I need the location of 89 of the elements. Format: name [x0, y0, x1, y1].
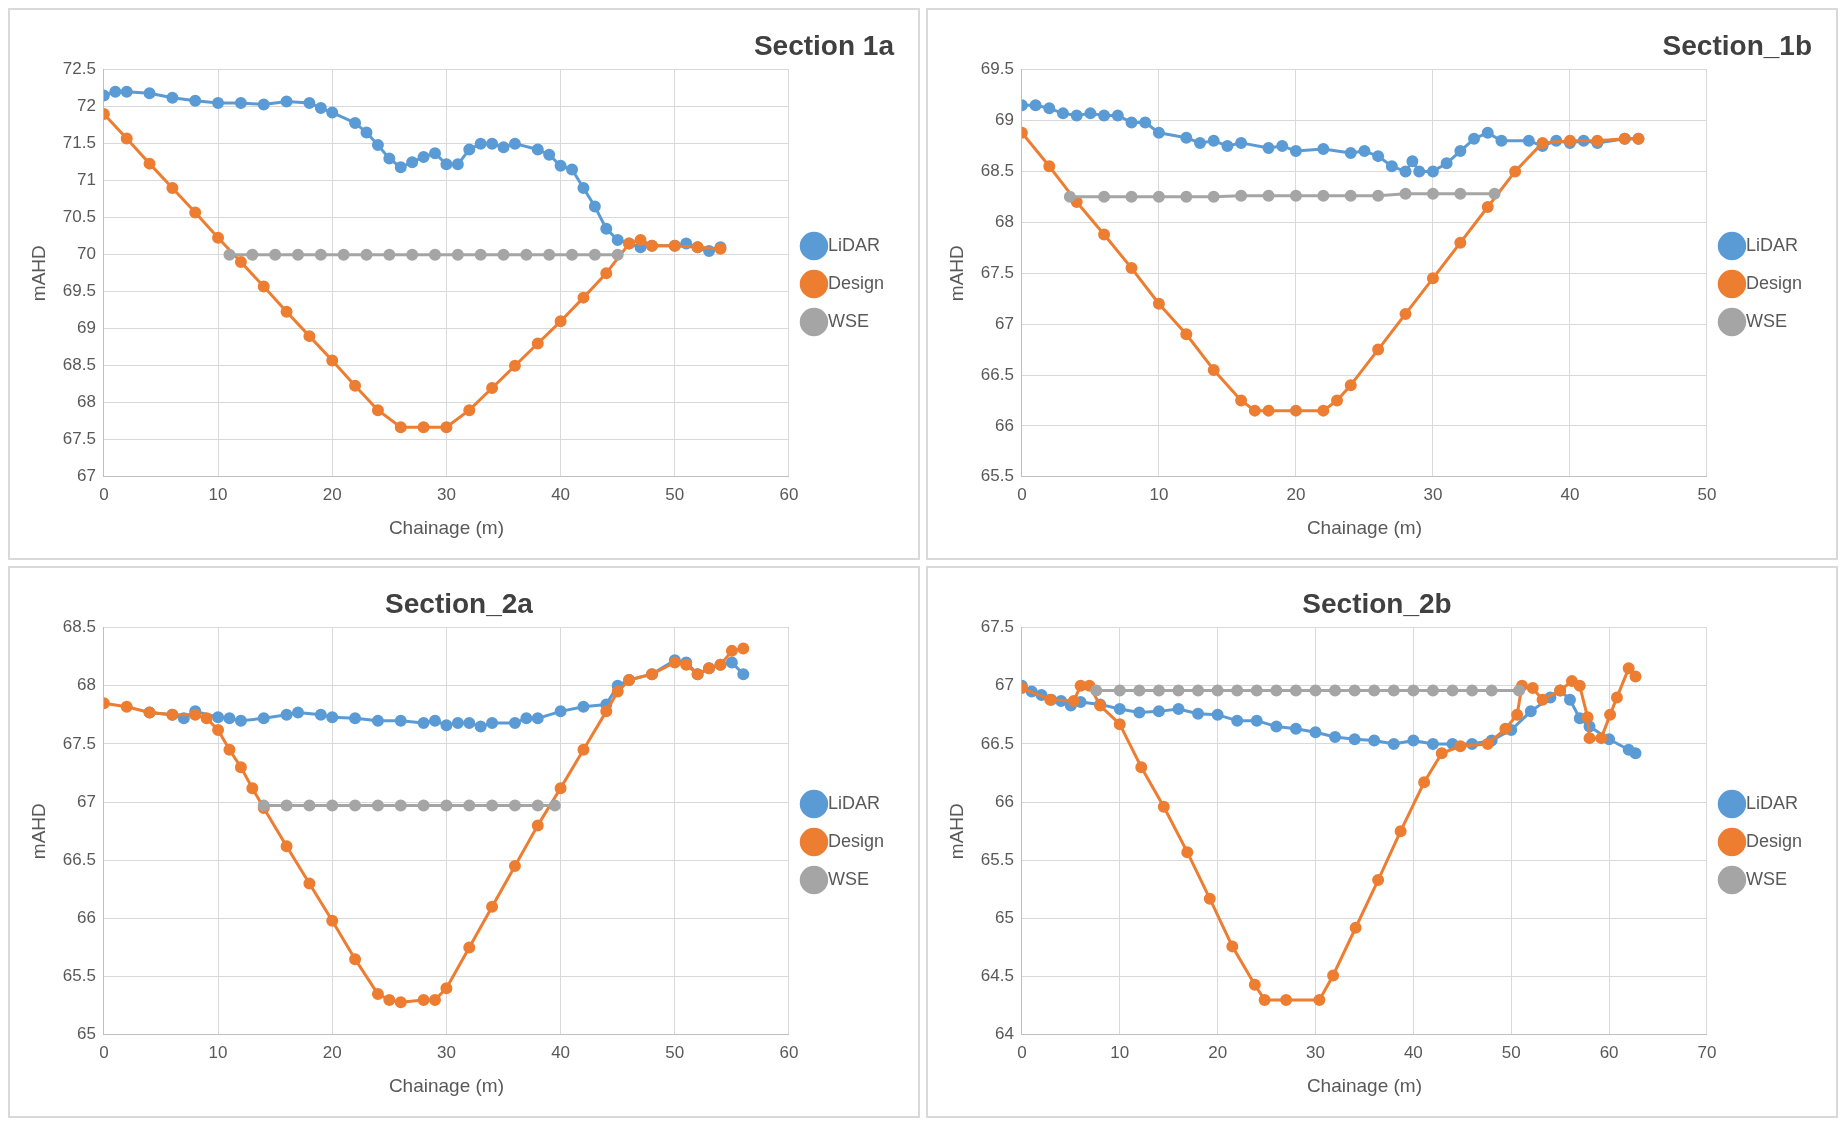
- x-axis-title: Chainage (m): [388, 1074, 504, 1096]
- x-tick-label: 10: [1149, 484, 1169, 504]
- y-tick-label: 65: [994, 908, 1014, 928]
- x-tick-label: 10: [208, 484, 228, 504]
- y-tick-label: 67: [76, 791, 96, 811]
- x-axis-title: Chainage (m): [1306, 516, 1422, 538]
- x-tick-label: 60: [1599, 1042, 1619, 1062]
- y-tick-label: 69: [994, 110, 1014, 130]
- y-tick-label: 69.5: [62, 281, 96, 301]
- legend-label: Design: [827, 830, 884, 851]
- y-tick-label: 65.5: [980, 849, 1014, 869]
- y-tick-label: 67: [994, 675, 1014, 695]
- x-tick-label: 0: [1017, 1042, 1027, 1062]
- y-tick-label: 66: [76, 908, 96, 928]
- y-tick-label: 65.5: [62, 966, 96, 986]
- legend-label: WSE: [827, 310, 869, 331]
- y-tick-label: 71: [76, 170, 96, 190]
- x-tick-label: 30: [1423, 484, 1443, 504]
- y-tick-label: 72: [76, 96, 96, 116]
- y-tick-label: 68: [76, 675, 96, 695]
- y-tick-label: 66.5: [62, 849, 96, 869]
- legend-label: LiDAR: [1745, 234, 1798, 255]
- x-tick-label: 0: [99, 484, 109, 504]
- y-tick-label: 72.5: [62, 59, 96, 79]
- chart-title: Section 1a: [753, 29, 895, 61]
- x-tick-label: 20: [1208, 1042, 1228, 1062]
- y-tick-label: 67.5: [62, 733, 96, 753]
- x-tick-label: 10: [208, 1042, 228, 1062]
- y-tick-label: 67: [994, 313, 1014, 333]
- y-axis-title: mAHD: [27, 803, 49, 860]
- chart-title: Section_2a: [385, 587, 534, 619]
- x-tick-label: 50: [1697, 484, 1717, 504]
- x-axis-title: Chainage (m): [388, 516, 504, 538]
- legend-label: Design: [1745, 830, 1802, 851]
- y-tick-label: 64.5: [980, 966, 1014, 986]
- y-tick-label: 71.5: [62, 133, 96, 153]
- chart-title: Section_2b: [1302, 587, 1452, 619]
- y-axis-title: mAHD: [945, 245, 967, 302]
- x-tick-label: 20: [322, 1042, 342, 1062]
- y-tick-label: 65.5: [980, 466, 1014, 486]
- y-tick-label: 69: [76, 318, 96, 338]
- y-tick-label: 68: [994, 211, 1014, 231]
- legend-label: LiDAR: [1745, 792, 1798, 813]
- y-tick-label: 68.5: [62, 617, 96, 637]
- x-tick-label: 20: [322, 484, 342, 504]
- x-tick-label: 50: [665, 484, 685, 504]
- legend-label: Design: [827, 272, 884, 293]
- y-tick-label: 66.5: [980, 364, 1014, 384]
- x-tick-label: 50: [665, 1042, 685, 1062]
- y-tick-label: 68: [76, 392, 96, 412]
- x-tick-label: 40: [551, 1042, 571, 1062]
- x-tick-label: 30: [1306, 1042, 1325, 1062]
- y-tick-label: 66: [994, 791, 1014, 811]
- legend-label: WSE: [827, 868, 869, 889]
- y-axis-title: mAHD: [945, 803, 967, 860]
- x-tick-label: 70: [1697, 1042, 1717, 1062]
- x-tick-label: 0: [1017, 484, 1027, 504]
- y-tick-label: 68.5: [980, 161, 1014, 181]
- x-tick-label: 10: [1110, 1042, 1130, 1062]
- y-tick-label: 67.5: [980, 617, 1014, 637]
- x-tick-label: 40: [551, 484, 571, 504]
- y-axis-title: mAHD: [27, 245, 49, 302]
- x-axis-title: Chainage (m): [1306, 1074, 1422, 1096]
- x-tick-label: 30: [436, 1042, 456, 1062]
- y-tick-label: 65: [76, 1024, 96, 1044]
- legend-label: LiDAR: [827, 792, 880, 813]
- y-tick-label: 66: [994, 415, 1014, 435]
- legend-label: LiDAR: [827, 234, 880, 255]
- y-tick-label: 70: [76, 244, 96, 264]
- legend-label: WSE: [1745, 310, 1787, 331]
- x-tick-label: 40: [1403, 1042, 1423, 1062]
- y-tick-label: 67.5: [980, 262, 1014, 282]
- x-tick-label: 60: [779, 1042, 799, 1062]
- x-tick-label: 50: [1501, 1042, 1521, 1062]
- y-tick-label: 67.5: [62, 429, 96, 449]
- x-tick-label: 30: [436, 484, 456, 504]
- x-tick-label: 40: [1560, 484, 1580, 504]
- y-tick-label: 64: [994, 1024, 1014, 1044]
- chart-title: Section_1b: [1662, 29, 1812, 61]
- y-tick-label: 69.5: [980, 59, 1014, 79]
- x-tick-label: 0: [99, 1042, 109, 1062]
- y-tick-label: 67: [76, 466, 96, 486]
- x-tick-label: 20: [1286, 484, 1306, 504]
- y-tick-label: 70.5: [62, 207, 96, 227]
- legend-label: WSE: [1745, 868, 1787, 889]
- y-tick-label: 68.5: [62, 355, 96, 375]
- x-tick-label: 60: [779, 484, 799, 504]
- y-tick-label: 66.5: [980, 733, 1014, 753]
- legend-label: Design: [1745, 272, 1802, 293]
